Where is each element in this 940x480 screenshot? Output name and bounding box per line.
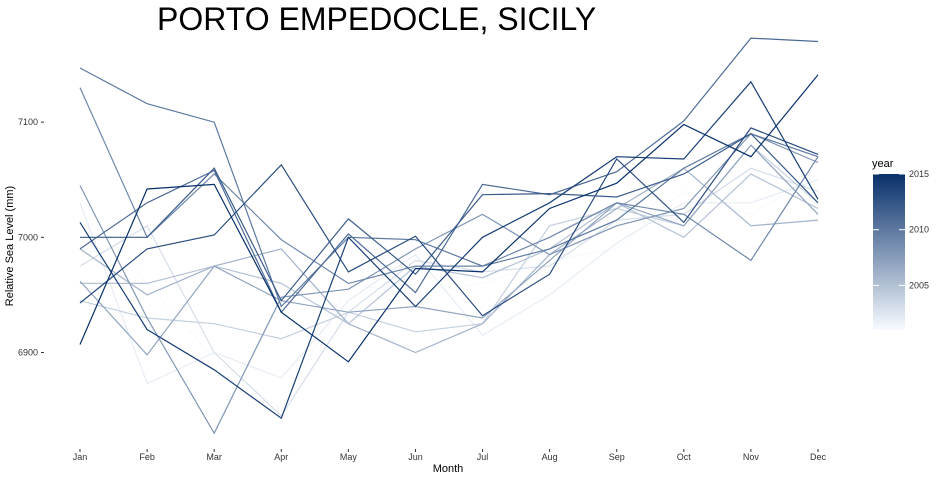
series-line-2011 bbox=[79, 37, 819, 314]
x-tick-label: Jul bbox=[477, 452, 489, 462]
series-line-2003 bbox=[79, 167, 819, 417]
y-axis-title: Relative Sea Level (mm) bbox=[4, 186, 16, 306]
y-axis: 6900 7000 7100 bbox=[18, 117, 44, 358]
x-tick-label: Nov bbox=[743, 452, 760, 462]
x-tick-label: May bbox=[340, 452, 358, 462]
x-tick-label: Apr bbox=[274, 452, 288, 462]
chart-title: PORTO EMPEDOCLE, SICILY bbox=[157, 1, 597, 37]
legend-tick-label: 2005 bbox=[909, 280, 929, 290]
x-tick-label: Feb bbox=[139, 452, 155, 462]
series-line-2008 bbox=[79, 132, 819, 435]
series-line-2007 bbox=[79, 144, 819, 356]
series-line-2009 bbox=[79, 87, 819, 285]
x-tick-label: Mar bbox=[206, 452, 222, 462]
y-tick-label: 7000 bbox=[18, 232, 38, 242]
x-tick-label: Oct bbox=[677, 452, 692, 462]
x-tick-label: Sep bbox=[609, 452, 625, 462]
color-legend: year 2005 2010 2015 bbox=[872, 158, 929, 330]
series-line-2010 bbox=[79, 67, 819, 308]
y-tick-label: 6900 bbox=[18, 348, 38, 358]
legend-colorbar bbox=[873, 174, 905, 330]
legend-tick-label: 2015 bbox=[909, 169, 929, 179]
series-line-2004 bbox=[79, 144, 819, 340]
x-tick-label: Dec bbox=[810, 452, 827, 462]
series-line-2015 bbox=[79, 74, 819, 363]
y-tick-label: 7100 bbox=[18, 117, 38, 127]
legend-title: year bbox=[872, 158, 894, 170]
legend-tick-label: 2010 bbox=[909, 225, 929, 235]
x-tick-label: Jun bbox=[408, 452, 423, 462]
x-tick-label: Jan bbox=[73, 452, 88, 462]
series-line-2013 bbox=[79, 127, 819, 317]
x-axis: Jan Feb Mar Apr May Jun Jul Aug Sep Oct Nov Dec bbox=[73, 449, 827, 462]
series-line-2014 bbox=[79, 80, 819, 420]
series-line-2012 bbox=[80, 132, 819, 302]
series-line-2002 bbox=[79, 179, 819, 385]
x-tick-label: Aug bbox=[542, 452, 558, 462]
series-line-2006 bbox=[79, 167, 819, 354]
series-lines bbox=[79, 37, 819, 435]
x-axis-title: Month bbox=[433, 463, 464, 475]
series-line-2001 bbox=[79, 173, 819, 412]
